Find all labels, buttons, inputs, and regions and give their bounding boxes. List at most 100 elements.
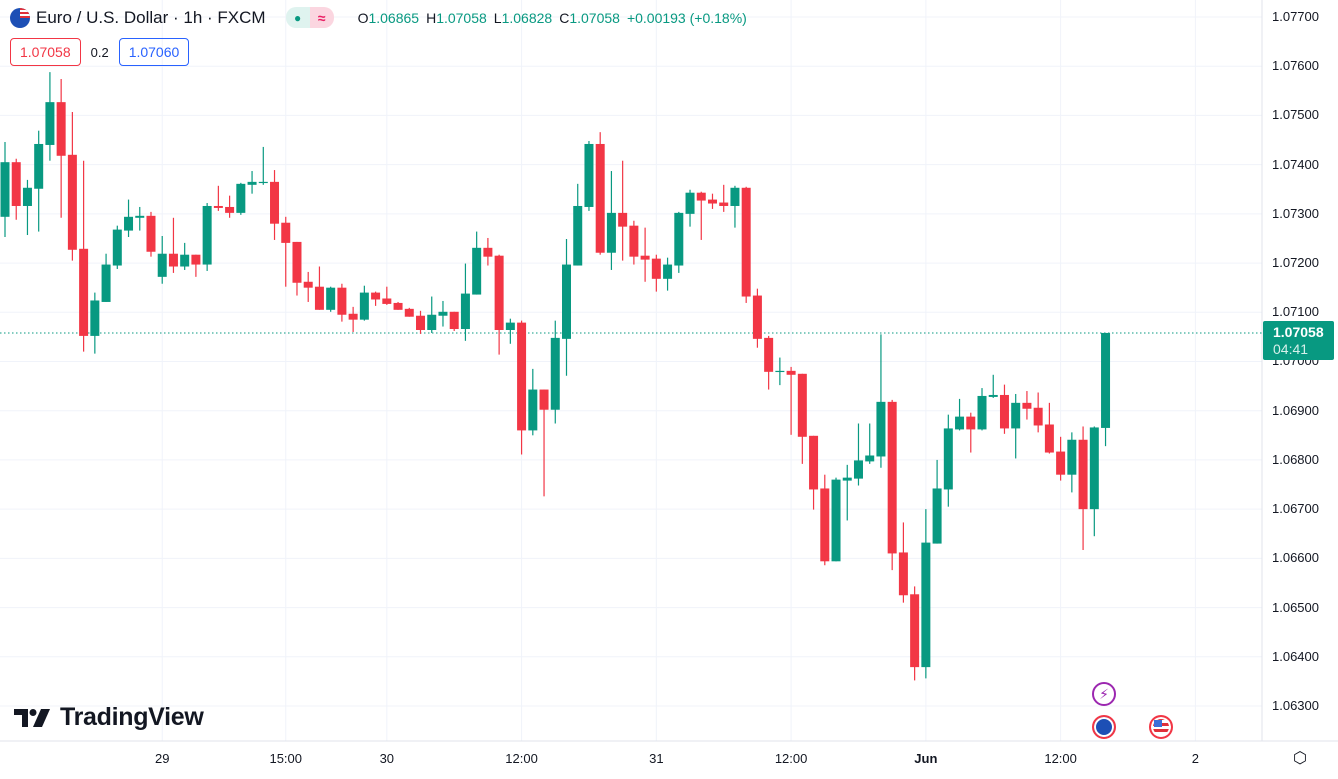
candle-down	[67, 111, 77, 261]
event-eu-flag-icon[interactable]	[1092, 715, 1116, 739]
candle-body	[550, 337, 560, 410]
candle-down	[382, 286, 392, 305]
candle-down	[393, 301, 403, 310]
price-tick-label: 1.07100	[1272, 304, 1319, 320]
sell-button[interactable]: 1.07058	[10, 38, 81, 66]
event-lightning-icon[interactable]: ⚡	[1092, 682, 1116, 706]
buy-button[interactable]: 1.07060	[118, 38, 190, 66]
candle-down	[797, 373, 807, 464]
candle-up	[22, 179, 32, 236]
market-open-icon[interactable]: ●	[285, 7, 310, 28]
candle-body	[988, 394, 998, 397]
candle-up	[438, 300, 448, 327]
candle-body	[786, 370, 796, 375]
time-tick-label: 2	[1191, 751, 1199, 766]
delayed-data-icon[interactable]: ≈	[309, 7, 334, 28]
candle-up	[584, 141, 594, 211]
candle-up	[101, 253, 111, 302]
candle-down	[752, 288, 762, 348]
candle-down	[56, 79, 66, 218]
candle-down	[1022, 391, 1032, 420]
candle-down	[764, 335, 774, 390]
candle-up	[180, 242, 190, 270]
price-tick-label: 1.06300	[1272, 697, 1319, 713]
candle-body	[999, 394, 1009, 429]
candle-up	[90, 292, 100, 354]
event-us-flag-icon[interactable]	[1149, 715, 1173, 739]
candle-body	[977, 395, 987, 430]
candle-down	[371, 291, 381, 306]
price-tick-label: 1.06900	[1272, 402, 1319, 418]
candle-body	[348, 313, 358, 320]
time-tick-label: 29	[154, 751, 170, 766]
time-tick-label: 15:00	[269, 751, 303, 766]
settings-icon[interactable]: ⬡	[1293, 750, 1307, 767]
candle-down	[887, 399, 897, 571]
candle-body	[281, 222, 291, 243]
candle-body	[483, 247, 493, 257]
candle-body	[606, 212, 616, 253]
candle-down	[1056, 436, 1066, 481]
candle-body	[112, 229, 122, 266]
candle-up	[528, 368, 538, 436]
candle-body	[180, 254, 190, 267]
candle-down	[719, 184, 729, 212]
eur-usd-flag-icon	[10, 7, 30, 28]
candle-up	[135, 206, 145, 231]
candle-body	[517, 322, 527, 431]
price-tick-label: 1.07400	[1272, 156, 1319, 172]
candle-up	[685, 189, 695, 227]
candle-body	[225, 206, 235, 213]
candle-up	[955, 398, 965, 431]
symbol-title[interactable]: Euro / U.S. Dollar · 1h · FXCM	[36, 7, 266, 27]
candle-body	[696, 192, 706, 201]
candle-body	[45, 102, 55, 145]
candle-body	[427, 314, 437, 331]
candle-down	[741, 186, 751, 303]
candle-up	[34, 130, 44, 232]
candle-up	[1101, 332, 1111, 447]
candle-up	[921, 509, 931, 679]
price-tick-label: 1.06500	[1272, 599, 1319, 615]
candle-body	[67, 154, 77, 250]
candle-down	[1078, 426, 1088, 550]
candle-down	[618, 160, 628, 261]
candle-body	[22, 187, 32, 206]
candle-up	[505, 318, 515, 344]
candle-body	[314, 286, 324, 310]
candle-body	[1056, 451, 1066, 475]
candle-down	[910, 586, 920, 681]
candle-up	[876, 334, 886, 468]
time-tick-label: 12:00	[774, 751, 808, 766]
price-tick-label: 1.06700	[1272, 501, 1319, 517]
candle-up	[359, 285, 369, 321]
candle-down	[168, 217, 178, 273]
candle-body	[393, 302, 403, 310]
candle-up	[775, 357, 785, 386]
candle-up	[831, 477, 841, 562]
candle-body	[1078, 439, 1088, 510]
candle-body	[371, 292, 381, 300]
candle-body	[809, 435, 819, 490]
candle-down	[483, 237, 493, 266]
candle-body	[831, 479, 841, 562]
candle-up	[550, 320, 560, 424]
market-status[interactable]: ● ≈	[285, 7, 334, 28]
candle-body	[101, 264, 111, 302]
candle-down	[595, 132, 605, 255]
candle-down	[898, 522, 908, 603]
price-tick-label: 1.06600	[1272, 550, 1319, 566]
candle-body	[124, 216, 134, 231]
ohlc-legend: O1.06865 H1.07058 L1.06828 C1.07058 +0.0…	[358, 10, 747, 26]
candle-body	[528, 389, 538, 431]
candle-up	[943, 414, 953, 507]
candle-up	[0, 142, 10, 237]
time-tick-label: Jun	[914, 751, 938, 766]
price-tick-label: 1.07300	[1272, 205, 1319, 221]
candle-body	[595, 143, 605, 253]
tradingview-logo[interactable]: TradingView	[14, 703, 204, 732]
candle-up	[157, 236, 167, 284]
candle-body	[584, 143, 594, 207]
candle-body	[820, 488, 830, 562]
